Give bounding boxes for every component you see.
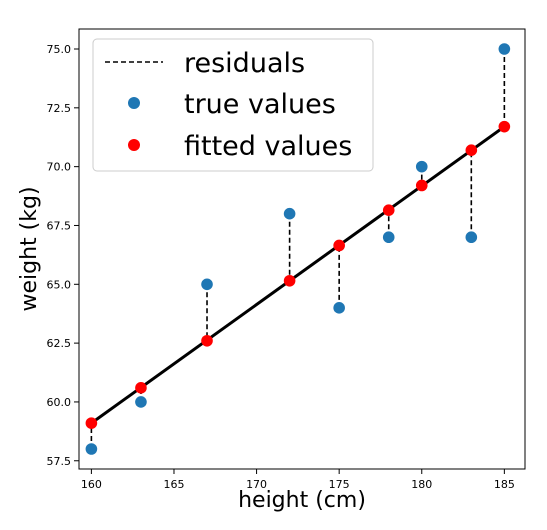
true-value-point <box>498 43 511 55</box>
true-value-point <box>333 302 345 314</box>
x-axis: 160 165 170 175 180 185 <box>81 469 515 491</box>
regression-line <box>90 125 506 425</box>
fitted-value-point <box>415 179 428 192</box>
fitted-value-point <box>382 204 395 216</box>
y-tick-label: 65.0 <box>47 278 72 291</box>
x-tick-label: 185 <box>494 478 515 491</box>
true-value-point <box>465 231 478 244</box>
legend-true-values-label: true values <box>184 89 336 120</box>
x-axis-label: height (cm) <box>238 488 366 513</box>
legend-fitted-values-label: fitted values <box>184 131 352 162</box>
fitted-value-point <box>333 239 345 252</box>
fitted-value-point <box>465 144 478 156</box>
fitted-value-point <box>135 382 147 394</box>
y-tick-label: 75.0 <box>47 43 72 56</box>
true-value-point <box>135 396 147 408</box>
legend-true-values-marker <box>128 97 140 109</box>
x-tick-label: 180 <box>411 478 432 491</box>
x-tick-label: 160 <box>81 478 102 491</box>
fitted-value-point <box>498 120 511 133</box>
true-value-point <box>201 278 213 291</box>
legend-residuals-label: residuals <box>184 48 305 79</box>
x-tick-label: 175 <box>329 478 350 491</box>
x-tick-label: 165 <box>163 478 184 491</box>
y-tick-label: 72.5 <box>47 102 72 115</box>
true-value-point <box>382 231 395 244</box>
true-value-point <box>85 443 98 455</box>
fitted-value-point <box>201 334 213 347</box>
legend-box <box>92 38 374 172</box>
plot-frame <box>78 28 526 470</box>
true-value-point <box>415 160 428 173</box>
x-tick-label: 170 <box>246 478 267 491</box>
fitted-value-point <box>85 417 98 429</box>
fitted-value-point <box>283 274 296 287</box>
y-tick-label: 62.5 <box>47 337 72 350</box>
plot-layer <box>85 43 511 455</box>
true-value-point <box>283 207 296 220</box>
legend: residuals true values fitted values <box>92 38 374 172</box>
y-tick-label: 67.5 <box>47 219 72 232</box>
y-tick-label: 70.0 <box>47 161 72 174</box>
y-tick-label: 60.0 <box>47 396 72 409</box>
y-axis-label: weight (kg) <box>17 186 42 311</box>
y-tick-label: 57.5 <box>47 455 72 468</box>
legend-fitted-values-marker <box>128 139 140 151</box>
y-axis: 57.5 60.0 62.5 65.0 67.5 70.0 72.5 75.0 <box>47 43 79 468</box>
